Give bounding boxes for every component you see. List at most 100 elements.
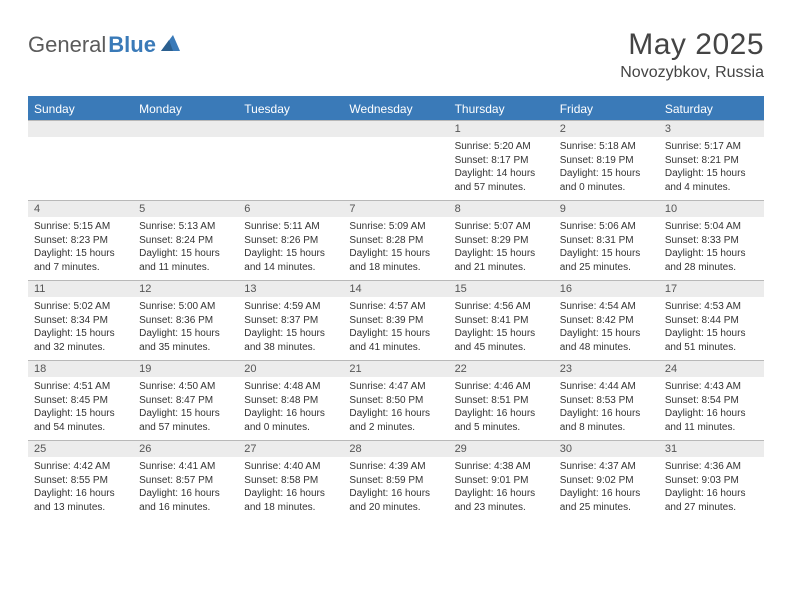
day-cell: Sunrise: 4:37 AMSunset: 9:02 PMDaylight:… [554, 457, 659, 520]
day-number [238, 121, 343, 137]
sunrise-line: Sunrise: 4:40 AM [244, 460, 337, 474]
calendar-header-cell: Friday [554, 98, 659, 120]
day-cell: Sunrise: 5:07 AMSunset: 8:29 PMDaylight:… [449, 217, 554, 280]
sunset-line: Sunset: 8:28 PM [349, 234, 442, 248]
sunset-line: Sunset: 8:48 PM [244, 394, 337, 408]
sunset-line: Sunset: 8:53 PM [560, 394, 653, 408]
daylight-line: Daylight: 15 hours and 38 minutes. [244, 327, 337, 354]
daylight-line: Daylight: 16 hours and 11 minutes. [665, 407, 758, 434]
day-number: 4 [28, 201, 133, 217]
sunset-line: Sunset: 8:42 PM [560, 314, 653, 328]
daylight-line: Daylight: 16 hours and 27 minutes. [665, 487, 758, 514]
day-number: 16 [554, 281, 659, 297]
sunset-line: Sunset: 8:19 PM [560, 154, 653, 168]
sunrise-line: Sunrise: 4:43 AM [665, 380, 758, 394]
day-cell [343, 137, 448, 200]
day-cell: Sunrise: 4:43 AMSunset: 8:54 PMDaylight:… [659, 377, 764, 440]
day-cell: Sunrise: 4:56 AMSunset: 8:41 PMDaylight:… [449, 297, 554, 360]
sunrise-line: Sunrise: 5:02 AM [34, 300, 127, 314]
day-cell: Sunrise: 5:15 AMSunset: 8:23 PMDaylight:… [28, 217, 133, 280]
brand-text-blue: Blue [108, 32, 156, 58]
sunset-line: Sunset: 8:55 PM [34, 474, 127, 488]
sunset-line: Sunset: 8:24 PM [139, 234, 232, 248]
day-cell: Sunrise: 4:51 AMSunset: 8:45 PMDaylight:… [28, 377, 133, 440]
day-number: 24 [659, 361, 764, 377]
daylight-line: Daylight: 16 hours and 18 minutes. [244, 487, 337, 514]
sunrise-line: Sunrise: 4:37 AM [560, 460, 653, 474]
brand-text-general: General [28, 32, 106, 58]
sunrise-line: Sunrise: 4:39 AM [349, 460, 442, 474]
sunrise-line: Sunrise: 4:59 AM [244, 300, 337, 314]
day-cell: Sunrise: 4:54 AMSunset: 8:42 PMDaylight:… [554, 297, 659, 360]
day-cell: Sunrise: 5:02 AMSunset: 8:34 PMDaylight:… [28, 297, 133, 360]
day-number: 6 [238, 201, 343, 217]
day-cell: Sunrise: 5:20 AMSunset: 8:17 PMDaylight:… [449, 137, 554, 200]
day-cell: Sunrise: 4:41 AMSunset: 8:57 PMDaylight:… [133, 457, 238, 520]
sunset-line: Sunset: 8:21 PM [665, 154, 758, 168]
day-cell: Sunrise: 5:17 AMSunset: 8:21 PMDaylight:… [659, 137, 764, 200]
day-content-row: Sunrise: 5:02 AMSunset: 8:34 PMDaylight:… [28, 297, 764, 360]
sunrise-line: Sunrise: 4:36 AM [665, 460, 758, 474]
sunrise-line: Sunrise: 5:00 AM [139, 300, 232, 314]
day-number: 25 [28, 441, 133, 457]
sunset-line: Sunset: 8:33 PM [665, 234, 758, 248]
title-location: Novozybkov, Russia [620, 64, 764, 82]
daylight-line: Daylight: 16 hours and 20 minutes. [349, 487, 442, 514]
day-number: 3 [659, 121, 764, 137]
day-number: 30 [554, 441, 659, 457]
day-number: 7 [343, 201, 448, 217]
sunrise-line: Sunrise: 4:53 AM [665, 300, 758, 314]
daylight-line: Daylight: 15 hours and 28 minutes. [665, 247, 758, 274]
sunset-line: Sunset: 8:57 PM [139, 474, 232, 488]
sunrise-line: Sunrise: 4:57 AM [349, 300, 442, 314]
daylight-line: Daylight: 16 hours and 2 minutes. [349, 407, 442, 434]
day-number: 11 [28, 281, 133, 297]
daylight-line: Daylight: 15 hours and 18 minutes. [349, 247, 442, 274]
sunrise-line: Sunrise: 4:48 AM [244, 380, 337, 394]
day-number: 21 [343, 361, 448, 377]
sunset-line: Sunset: 8:45 PM [34, 394, 127, 408]
day-number: 23 [554, 361, 659, 377]
day-cell: Sunrise: 5:00 AMSunset: 8:36 PMDaylight:… [133, 297, 238, 360]
day-number: 13 [238, 281, 343, 297]
sunset-line: Sunset: 9:02 PM [560, 474, 653, 488]
day-number: 31 [659, 441, 764, 457]
brand-sail-icon [160, 34, 182, 57]
calendar-header-cell: Monday [133, 98, 238, 120]
day-cell [133, 137, 238, 200]
daylight-line: Daylight: 15 hours and 45 minutes. [455, 327, 548, 354]
sunset-line: Sunset: 8:58 PM [244, 474, 337, 488]
day-number: 18 [28, 361, 133, 377]
day-number: 1 [449, 121, 554, 137]
sunrise-line: Sunrise: 5:07 AM [455, 220, 548, 234]
day-content-row: Sunrise: 5:15 AMSunset: 8:23 PMDaylight:… [28, 217, 764, 280]
day-number [28, 121, 133, 137]
day-cell: Sunrise: 5:09 AMSunset: 8:28 PMDaylight:… [343, 217, 448, 280]
calendar-grid: SundayMondayTuesdayWednesdayThursdayFrid… [28, 96, 764, 520]
sunset-line: Sunset: 8:44 PM [665, 314, 758, 328]
title-block: May 2025 Novozybkov, Russia [620, 28, 764, 82]
day-cell: Sunrise: 4:50 AMSunset: 8:47 PMDaylight:… [133, 377, 238, 440]
sunset-line: Sunset: 8:23 PM [34, 234, 127, 248]
daylight-line: Daylight: 15 hours and 7 minutes. [34, 247, 127, 274]
calendar-header-row: SundayMondayTuesdayWednesdayThursdayFrid… [28, 98, 764, 120]
sunrise-line: Sunrise: 4:47 AM [349, 380, 442, 394]
sunset-line: Sunset: 8:41 PM [455, 314, 548, 328]
sunset-line: Sunset: 8:37 PM [244, 314, 337, 328]
daylight-line: Daylight: 16 hours and 16 minutes. [139, 487, 232, 514]
sunset-line: Sunset: 9:03 PM [665, 474, 758, 488]
day-number-row: 18192021222324 [28, 361, 764, 377]
calendar-header-cell: Saturday [659, 98, 764, 120]
page-header: General Blue May 2025 Novozybkov, Russia [28, 28, 764, 82]
day-number: 10 [659, 201, 764, 217]
sunset-line: Sunset: 8:36 PM [139, 314, 232, 328]
calendar-header-cell: Wednesday [343, 98, 448, 120]
sunrise-line: Sunrise: 5:09 AM [349, 220, 442, 234]
sunset-line: Sunset: 8:47 PM [139, 394, 232, 408]
day-number-row: 25262728293031 [28, 441, 764, 457]
calendar-header-cell: Thursday [449, 98, 554, 120]
sunrise-line: Sunrise: 5:04 AM [665, 220, 758, 234]
brand-logo: General Blue [28, 32, 182, 58]
day-cell: Sunrise: 4:57 AMSunset: 8:39 PMDaylight:… [343, 297, 448, 360]
sunrise-line: Sunrise: 4:46 AM [455, 380, 548, 394]
